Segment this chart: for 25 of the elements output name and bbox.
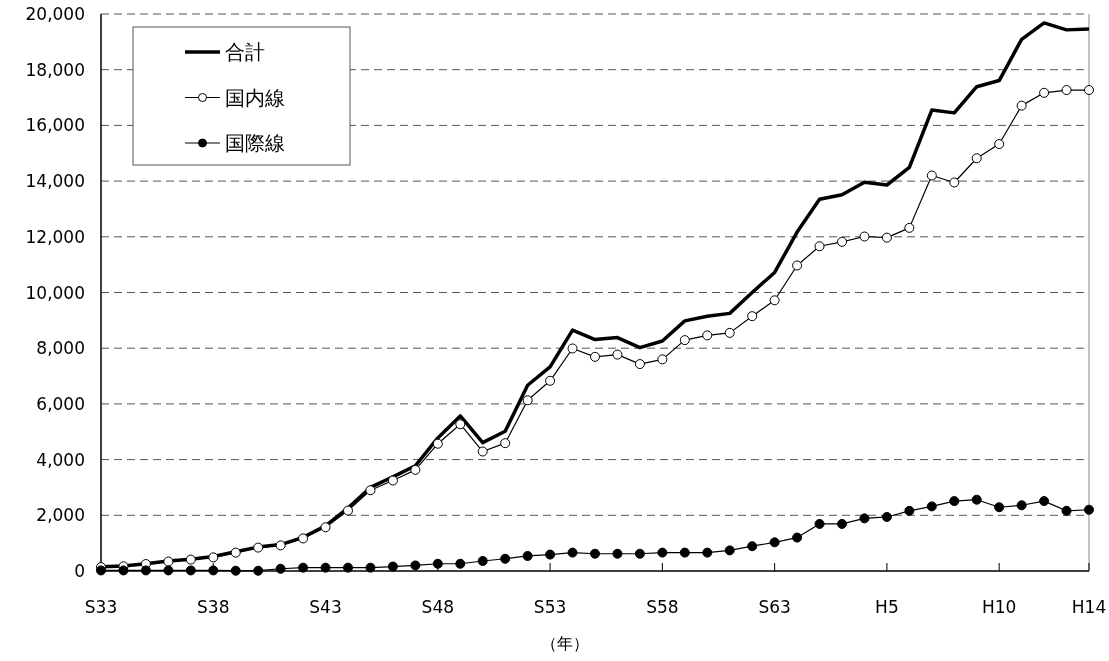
y-tick-label: 18,000	[25, 59, 85, 80]
y-tick-label: 16,000	[25, 115, 85, 136]
x-tick-label: S38	[197, 597, 230, 617]
y-tick-label: 4,000	[36, 449, 85, 470]
y-tick-label: 2,000	[36, 505, 85, 526]
x-tick-label: S33	[84, 597, 118, 617]
y-tick-label: 10,000	[25, 282, 85, 303]
x-tick-label: S58	[646, 597, 679, 617]
x-tick-label: H10	[981, 597, 1017, 617]
legend-label: 合計	[225, 40, 265, 64]
x-tick-label: H5	[875, 597, 899, 617]
x-tick-label: S63	[758, 597, 791, 617]
x-tick-label: S48	[421, 597, 455, 617]
y-tick-label: 8,000	[36, 338, 85, 359]
y-tick-label: 12,000	[25, 226, 85, 247]
y-tick-label: 14,000	[25, 171, 85, 192]
x-tick-label: S43	[309, 597, 342, 617]
y-tick-label: 20,000	[25, 4, 85, 24]
y-tick-label: 0	[74, 561, 85, 581]
legend-label: 国際線	[225, 131, 285, 155]
y-tick-label: 6,000	[36, 393, 85, 414]
x-axis-title: （年）	[541, 634, 589, 653]
legend-label: 国内線	[225, 85, 285, 110]
x-tick-label: S53	[533, 597, 567, 617]
x-tick-label: H14	[1071, 597, 1107, 617]
